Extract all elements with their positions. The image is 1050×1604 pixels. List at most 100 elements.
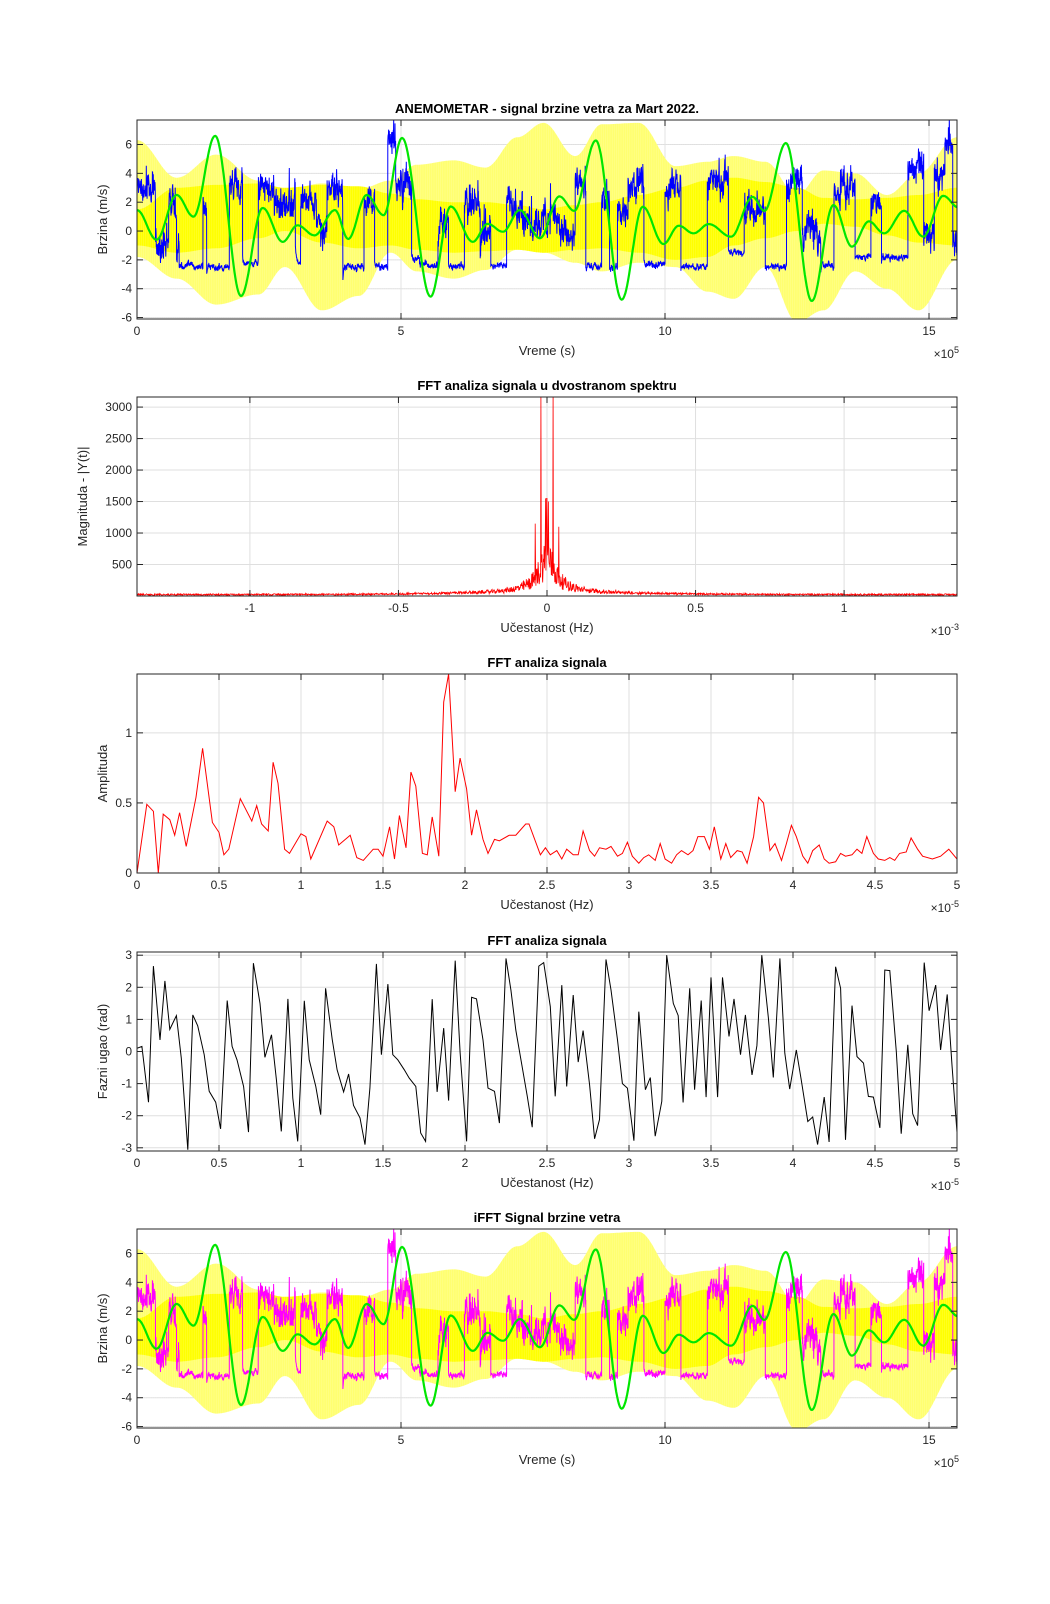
x-tick-label: 4.5 <box>867 878 884 892</box>
y-tick-label: 0 <box>125 1045 132 1059</box>
y-tick-label: -6 <box>121 311 132 325</box>
x-tick-label: 1 <box>298 1156 305 1170</box>
x-tick-label: 4.5 <box>867 1156 884 1170</box>
plot-content <box>137 955 957 1150</box>
x-tick-label: 3.5 <box>703 878 720 892</box>
y-axis-label: Brzina (m/s) <box>95 1293 110 1363</box>
exponent-base: ×10 <box>931 624 952 638</box>
y-axis-label: Magnituda - |Y(t)| <box>75 447 90 547</box>
x-axis-label: Učestanost (Hz) <box>500 1175 593 1190</box>
x-tick-label: 5 <box>954 1156 961 1170</box>
green-smooth-line <box>137 134 957 303</box>
y-tick-label: -2 <box>121 253 132 267</box>
y-tick-label: 2000 <box>105 463 132 477</box>
y-tick-label: 4 <box>125 166 132 180</box>
exponent-base: ×10 <box>931 901 952 915</box>
subplot-5: 0 5 10 15 -6 -4 -2 0 2 4 6 iFFT Signal brzine vetra… <box>95 1210 959 1470</box>
x-axis-exponent: ×10-5 <box>931 899 959 915</box>
y-tick-label: 1 <box>125 1012 132 1026</box>
x-tick-label: 3 <box>626 1156 633 1170</box>
y-tick-label: 1 <box>125 726 132 740</box>
x-tick-label: 0.5 <box>211 878 228 892</box>
x-tick-label: 0 <box>134 878 141 892</box>
x-tick-label: 5 <box>398 1433 405 1447</box>
chart-title: FFT analiza signala <box>487 655 607 670</box>
yellow-band-inner <box>137 177 957 260</box>
x-axis-exponent: ×105 <box>934 345 959 361</box>
x-tick-label: 1.5 <box>375 878 392 892</box>
x-tick-label: 5 <box>398 324 405 338</box>
y-tick-label: -3 <box>121 1141 132 1155</box>
x-axis-label: Učestanost (Hz) <box>500 897 593 912</box>
x-tick-label: 15 <box>922 1433 936 1447</box>
x-tick-label: 1.5 <box>375 1156 392 1170</box>
y-tick-label: 1500 <box>105 495 132 509</box>
phase-line <box>137 955 957 1150</box>
exponent-power: -5 <box>951 899 959 909</box>
x-tick-label: 0 <box>134 1156 141 1170</box>
y-tick-label: 0 <box>125 224 132 238</box>
exponent-power: -3 <box>951 622 959 632</box>
x-tick-label: 3 <box>626 878 633 892</box>
x-tick-label: 5 <box>954 878 961 892</box>
x-tick-label: 0 <box>134 324 141 338</box>
y-tick-label: 3000 <box>105 400 132 414</box>
subplot-1: 0 5 10 15 -6 -4 -2 0 2 4 6 ANEMOMETAR - signal brzi… <box>95 101 959 361</box>
exponent-power: 5 <box>954 345 959 355</box>
x-axis-label: Vreme (s) <box>519 1452 576 1467</box>
plot-content <box>137 674 957 873</box>
x-axis-label: Vreme (s) <box>519 343 576 358</box>
magnitude-spectrum-line <box>137 397 957 596</box>
plot-content <box>137 397 957 596</box>
axes-frame <box>136 1228 958 1429</box>
chart-title: FFT analiza signala <box>487 933 607 948</box>
x-axis-exponent: ×10-5 <box>931 1177 959 1193</box>
x-tick-label: 2.5 <box>539 1156 556 1170</box>
x-tick-label: -1 <box>245 601 256 615</box>
subplot-3: 0 0.5 1 1.5 2 2.5 3 3.5 4 4.5 5 0 0.5 1 FFT analiza si… <box>95 655 961 915</box>
x-axis-label: Učestanost (Hz) <box>500 620 593 635</box>
x-tick-label: 0.5 <box>211 1156 228 1170</box>
y-tick-label: 2500 <box>105 432 132 446</box>
exponent-power: 5 <box>954 1454 959 1464</box>
axes-frame <box>136 119 958 320</box>
y-tick-label: 2 <box>125 980 132 994</box>
x-tick-label: 1 <box>298 878 305 892</box>
y-tick-label: 0 <box>125 1333 132 1347</box>
chart-title: iFFT Signal brzine vetra <box>474 1210 621 1225</box>
x-tick-label: -0.5 <box>388 601 409 615</box>
amplitude-line <box>137 674 957 873</box>
chart-title: FFT analiza signala u dvostranom spektru <box>417 378 676 393</box>
x-tick-label: 2 <box>462 878 469 892</box>
exponent-base: ×10 <box>931 1179 952 1193</box>
exponent-power: -5 <box>951 1177 959 1187</box>
subplot-4: 0 0.5 1 1.5 2 2.5 3 3.5 4 4.5 5 -3 -2 -1 0 1 2 3 FFT anali… <box>95 933 961 1193</box>
y-tick-label: 0 <box>125 866 132 880</box>
x-tick-label: 2 <box>462 1156 469 1170</box>
plot-content <box>137 120 957 319</box>
x-tick-label: 4 <box>790 1156 797 1170</box>
y-tick-label: 0.5 <box>115 796 132 810</box>
x-tick-label: 10 <box>658 1433 672 1447</box>
y-tick-label: -2 <box>121 1362 132 1376</box>
x-tick-label: 15 <box>922 324 936 338</box>
exponent-base: ×10 <box>934 1456 955 1470</box>
y-tick-label: 500 <box>112 558 132 572</box>
x-tick-label: 2.5 <box>539 878 556 892</box>
y-tick-label: -1 <box>121 1077 132 1091</box>
x-tick-label: 0 <box>134 1433 141 1447</box>
x-tick-label: 4 <box>790 878 797 892</box>
x-axis-exponent: ×105 <box>934 1454 959 1470</box>
x-tick-label: 0 <box>544 601 551 615</box>
green-smooth-line <box>137 1243 957 1412</box>
y-tick-label: -4 <box>121 1391 132 1405</box>
chart-title: ANEMOMETAR - signal brzine vetra za Mart… <box>395 101 699 116</box>
y-axis-label: Amplituda <box>95 744 110 803</box>
x-tick-label: 1 <box>841 601 848 615</box>
y-tick-label: -6 <box>121 1420 132 1434</box>
y-tick-label: 6 <box>125 1247 132 1261</box>
y-axis-label: Fazni ugao (rad) <box>95 1004 110 1099</box>
y-tick-label: 3 <box>125 948 132 962</box>
